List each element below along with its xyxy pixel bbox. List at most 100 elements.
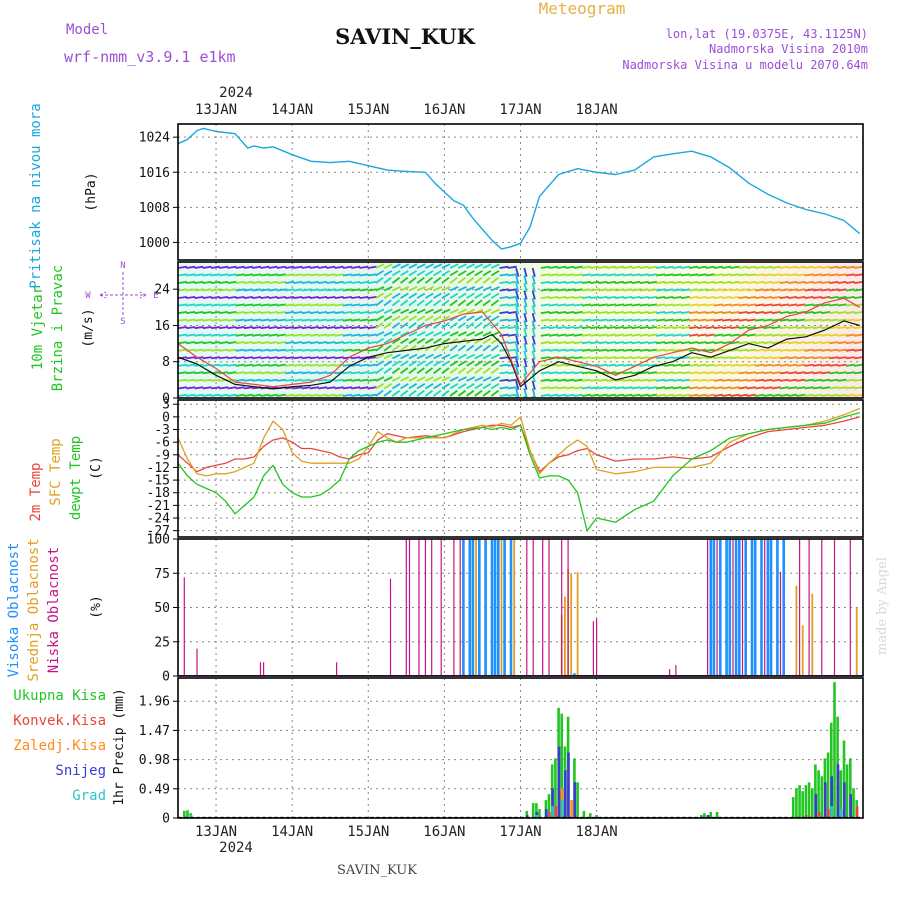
wind-barb xyxy=(656,326,666,330)
wind-barb xyxy=(755,318,765,322)
day-label-bottom: 14JAN xyxy=(271,824,313,840)
wind-barb xyxy=(400,263,410,269)
wind-barb xyxy=(837,303,847,307)
wind-barb xyxy=(779,288,789,292)
wind-barb xyxy=(309,371,319,375)
wind-barb xyxy=(565,356,575,360)
wind-barb xyxy=(779,378,789,382)
wind-barb xyxy=(367,363,377,367)
wind-barb xyxy=(829,303,839,307)
wind-barb xyxy=(334,273,344,277)
wind-barb xyxy=(408,299,417,307)
wind-barb xyxy=(457,389,467,397)
precip-panel: Ukupna Kisa Konvek.Kisa Zaledj.Kisa Snij… xyxy=(13,677,864,827)
wind-barb xyxy=(515,275,520,285)
wind-barb xyxy=(301,273,311,277)
wind-label-2: Brzina i Pravac xyxy=(50,265,66,391)
wind-barb xyxy=(383,299,392,307)
wind-barb xyxy=(449,299,458,307)
wind-barb xyxy=(416,337,426,345)
wind-barb xyxy=(581,288,592,292)
wind-barb xyxy=(788,311,798,315)
precip-total-bar xyxy=(798,785,801,818)
wind-barb xyxy=(680,341,691,345)
wind-barb xyxy=(482,376,492,382)
wind-barb xyxy=(598,333,608,337)
wind-barb xyxy=(359,378,369,382)
wind-barb xyxy=(738,265,748,269)
wind-barb xyxy=(202,318,212,322)
wind-barb xyxy=(375,299,384,307)
wind-barb xyxy=(457,376,467,382)
wind-barb xyxy=(260,333,270,337)
wind-barb xyxy=(309,333,319,337)
precip-label-total: Ukupna Kisa xyxy=(13,688,106,704)
wind-barb xyxy=(367,341,377,345)
wind-barb xyxy=(746,341,756,345)
wind-barb xyxy=(705,318,715,322)
wind-barb xyxy=(656,318,666,322)
wind-barb xyxy=(656,333,666,337)
wind-barb xyxy=(499,333,509,337)
precip-grid xyxy=(178,678,863,819)
wind-barb xyxy=(351,273,361,277)
wind-barb xyxy=(664,393,674,397)
wind-barb xyxy=(334,356,344,360)
wind-barb xyxy=(705,393,715,397)
pressure-line xyxy=(178,127,861,250)
precip-total-bar xyxy=(817,770,820,818)
wind-barb xyxy=(202,341,212,345)
wind-barb xyxy=(531,282,536,293)
wind-barb xyxy=(351,378,361,382)
wind-barb xyxy=(186,326,196,330)
wind-barb xyxy=(590,280,600,284)
wind-barb xyxy=(845,326,855,330)
wind-barb xyxy=(746,393,756,397)
wind-barb xyxy=(194,386,204,390)
wind-barb xyxy=(573,265,583,269)
wind-barb xyxy=(845,348,855,352)
wind-barb xyxy=(178,303,188,307)
wind-barb xyxy=(268,265,278,269)
wind-barb xyxy=(342,326,352,330)
wind-barb xyxy=(631,318,641,322)
wind-barb xyxy=(664,371,674,375)
wind-barb xyxy=(268,393,278,397)
wind-barb xyxy=(746,348,756,352)
wind-barb xyxy=(359,363,369,367)
wind-barb xyxy=(383,389,392,397)
wind-barb xyxy=(268,280,278,284)
wind-barb xyxy=(796,280,806,284)
wind-barb xyxy=(342,393,352,397)
precip-snow-bar xyxy=(525,815,529,818)
wind-barb xyxy=(424,367,434,375)
wind-barb xyxy=(515,290,520,300)
wind-barb xyxy=(507,386,517,390)
wind-barb xyxy=(260,288,270,292)
cloud-frame xyxy=(177,538,864,677)
wind-barb xyxy=(252,303,262,307)
wind-barb xyxy=(614,363,625,367)
wind-barb xyxy=(449,353,459,360)
wind-barb xyxy=(499,356,509,360)
wind-barb xyxy=(779,303,789,307)
wind-barb xyxy=(680,296,691,299)
wind-barb xyxy=(424,389,434,397)
wind-barb xyxy=(293,378,303,382)
wind-barb xyxy=(647,273,658,277)
wind-barb xyxy=(219,333,229,337)
precip-hail-bar xyxy=(535,815,539,818)
wind-barb xyxy=(853,386,863,390)
model-name: wrf-nmm_v3.9.1 e1km xyxy=(64,48,236,66)
wind-barb xyxy=(804,393,814,397)
wind-barb xyxy=(178,386,188,390)
wind-barb xyxy=(738,288,748,292)
wind-barb xyxy=(482,331,492,337)
wind-barb xyxy=(227,311,237,315)
wind-barb xyxy=(359,386,369,390)
wind-barb xyxy=(623,311,633,315)
wind-barb xyxy=(573,341,583,345)
wind-barb xyxy=(243,280,254,284)
precip-total-bar xyxy=(811,788,814,818)
wind-barb xyxy=(441,315,451,322)
